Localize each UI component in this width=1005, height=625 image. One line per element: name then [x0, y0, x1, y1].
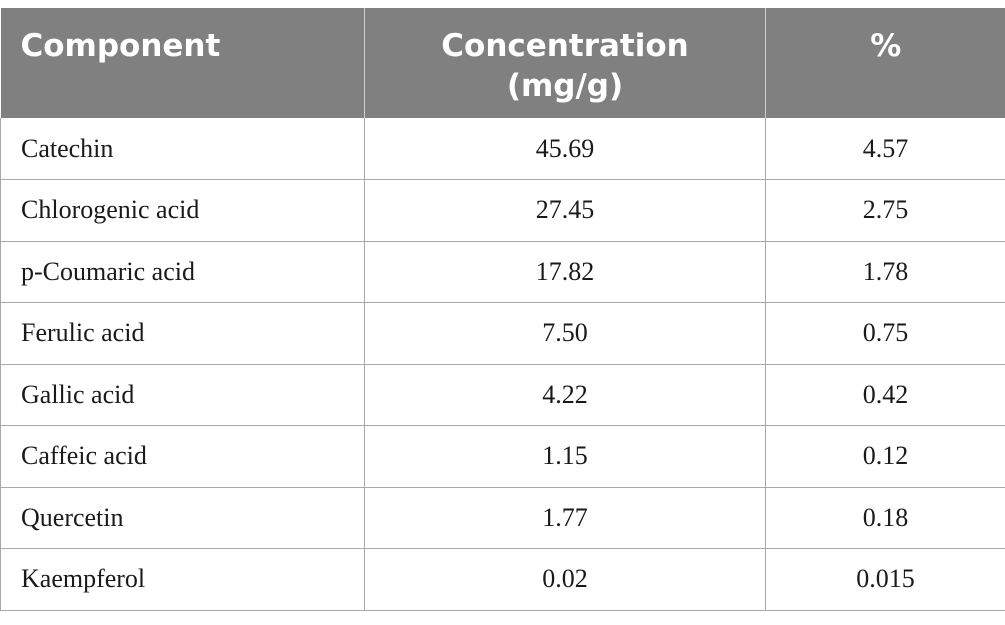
component-cell: Gallic acid [0, 363, 365, 426]
concentration-cell: 17.82 [364, 240, 766, 303]
component-cell: Catechin [0, 118, 365, 180]
table-row: Gallic acid 4.22 0.42 [0, 363, 1005, 426]
header-percent: % [765, 8, 1005, 118]
table-row: Caffeic acid 1.15 0.12 [0, 425, 1005, 488]
component-cell: Caffeic acid [0, 425, 365, 488]
concentration-cell: 0.02 [364, 548, 766, 611]
concentration-cell: 27.45 [364, 179, 766, 242]
percent-cell: 0.42 [765, 363, 1005, 426]
concentration-cell: 1.15 [364, 425, 766, 488]
percent-cell: 1.78 [765, 240, 1005, 303]
component-cell: Quercetin [0, 486, 365, 549]
table-row: Ferulic acid 7.50 0.75 [0, 302, 1005, 365]
table-header: Component Concentration (mg/g) % [0, 8, 1005, 118]
concentration-cell: 45.69 [364, 118, 766, 180]
component-cell: Kaempferol [0, 548, 365, 611]
table-row: Kaempferol 0.02 0.015 [0, 548, 1005, 611]
header-concentration: Concentration (mg/g) [364, 8, 766, 118]
concentration-cell: 4.22 [364, 363, 766, 426]
header-component: Component [0, 8, 365, 118]
percent-cell: 0.015 [765, 548, 1005, 611]
concentration-cell: 1.77 [364, 486, 766, 549]
percent-cell: 2.75 [765, 179, 1005, 242]
percent-cell: 0.75 [765, 302, 1005, 365]
component-cell: Ferulic acid [0, 302, 365, 365]
header-row: Component Concentration (mg/g) % [0, 8, 1005, 118]
component-cell: Chlorogenic acid [0, 179, 365, 242]
table-row: Catechin 45.69 4.57 [0, 118, 1005, 180]
concentration-cell: 7.50 [364, 302, 766, 365]
component-cell: p-Coumaric acid [0, 240, 365, 303]
composition-table: Component Concentration (mg/g) % Catechi… [0, 8, 1005, 611]
table-row: Quercetin 1.77 0.18 [0, 486, 1005, 549]
percent-cell: 0.12 [765, 425, 1005, 488]
percent-cell: 0.18 [765, 486, 1005, 549]
table-body: Catechin 45.69 4.57 Chlorogenic acid 27.… [0, 118, 1005, 611]
percent-cell: 4.57 [765, 118, 1005, 180]
table-row: p-Coumaric acid 17.82 1.78 [0, 240, 1005, 303]
table-row: Chlorogenic acid 27.45 2.75 [0, 179, 1005, 242]
